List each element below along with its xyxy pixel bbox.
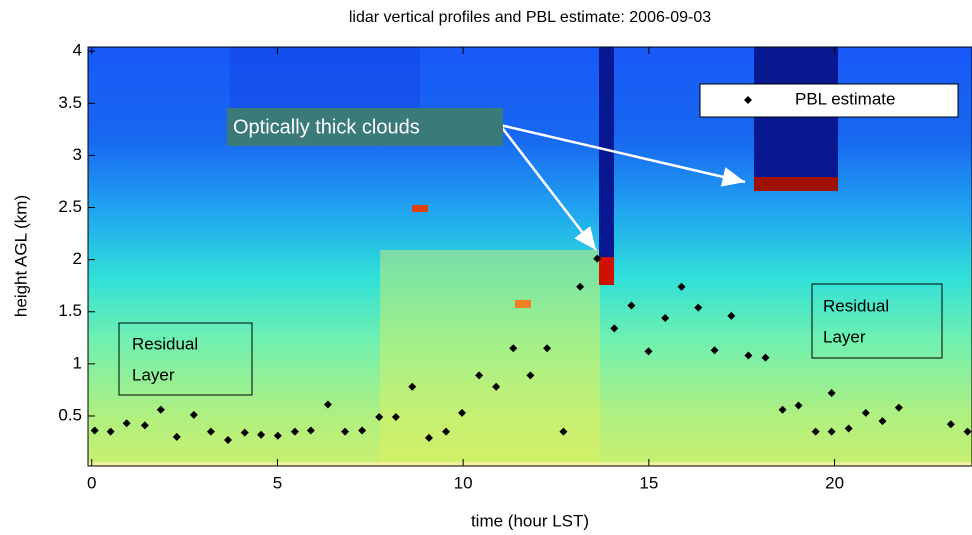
pbl-point — [677, 282, 686, 291]
pbl-point — [140, 421, 149, 430]
pbl-point — [610, 324, 619, 333]
pbl-point — [358, 426, 367, 435]
pbl-point — [963, 427, 972, 436]
pbl-point — [878, 417, 887, 426]
x-axis-label: time (hour LST) — [471, 511, 589, 530]
pbl-point — [323, 400, 332, 409]
y-tick-label: 3 — [73, 145, 82, 164]
legend — [699, 83, 959, 118]
pbl-point — [240, 428, 249, 437]
pbl-point — [844, 424, 853, 433]
pbl-point — [257, 430, 266, 439]
annotation-box — [811, 283, 943, 359]
pbl-point — [946, 420, 955, 429]
y-axis-label: height AGL (km) — [11, 195, 30, 317]
pbl-point — [744, 351, 753, 360]
y-tick-label: 2 — [73, 249, 82, 268]
pbl-point — [106, 427, 115, 436]
annotation: Layer — [132, 365, 175, 384]
pbl-point — [391, 413, 400, 422]
pbl-point — [694, 303, 703, 312]
pbl-point — [661, 313, 670, 322]
pbl-point — [761, 353, 770, 362]
pbl-point — [475, 371, 484, 380]
legend-marker — [744, 96, 752, 104]
pbl-point — [627, 301, 636, 310]
y-tick-label: 0.5 — [58, 405, 82, 424]
pbl-point — [894, 403, 903, 412]
annotation: Residual — [132, 334, 198, 353]
annotation: Optically thick clouds — [233, 116, 420, 138]
pbl-point — [458, 408, 467, 417]
annotation-box — [227, 108, 503, 146]
pbl-point — [224, 435, 233, 444]
y-tick-label: 1.5 — [58, 301, 82, 320]
annotation-arrows — [499, 123, 746, 251]
pbl-point — [827, 427, 836, 436]
pbl-point — [811, 427, 820, 436]
y-tick-label: 2.5 — [58, 197, 82, 216]
x-tick-label: 0 — [87, 473, 96, 492]
pbl-point — [122, 419, 131, 428]
pbl-point — [341, 427, 350, 436]
pbl-point — [90, 426, 99, 435]
pbl-point — [526, 371, 535, 380]
pbl-point — [442, 427, 451, 436]
pbl-point — [156, 405, 165, 414]
pbl-point — [273, 431, 282, 440]
x-tick-label: 5 — [273, 473, 282, 492]
pbl-point — [492, 382, 501, 391]
pbl-point — [172, 432, 181, 441]
pbl-point — [408, 382, 417, 391]
pbl-point — [827, 389, 836, 398]
x-tick-label: 10 — [454, 473, 473, 492]
plot-frame — [87, 46, 972, 467]
pbl-point — [543, 344, 552, 353]
pbl-point — [861, 408, 870, 417]
pbl-point — [375, 413, 384, 422]
annotation: Layer — [823, 327, 866, 346]
pbl-point — [424, 433, 433, 442]
y-tick-label: 1 — [73, 353, 82, 372]
pbl-point — [727, 311, 736, 320]
x-tick-label: 15 — [639, 473, 658, 492]
pbl-point — [794, 401, 803, 410]
annotation-box — [118, 322, 253, 396]
pbl-point — [559, 427, 568, 436]
pbl-point — [710, 346, 719, 355]
pbl-point — [509, 344, 518, 353]
pbl-point — [206, 427, 215, 436]
annotation: Residual — [823, 296, 889, 315]
pbl-point — [576, 282, 585, 291]
x-tick-label: 20 — [825, 473, 844, 492]
chart-title: lidar vertical profiles and PBL estimate… — [349, 9, 711, 26]
legend-label: PBL estimate — [795, 89, 895, 108]
pbl-point — [778, 405, 787, 414]
pbl-point — [593, 254, 602, 263]
y-tick-label: 3.5 — [58, 93, 82, 112]
y-tick-label: 4 — [73, 41, 82, 60]
pbl-point — [644, 347, 653, 356]
pbl-point — [290, 427, 299, 436]
pbl-point — [306, 426, 315, 435]
pbl-point — [189, 410, 198, 419]
